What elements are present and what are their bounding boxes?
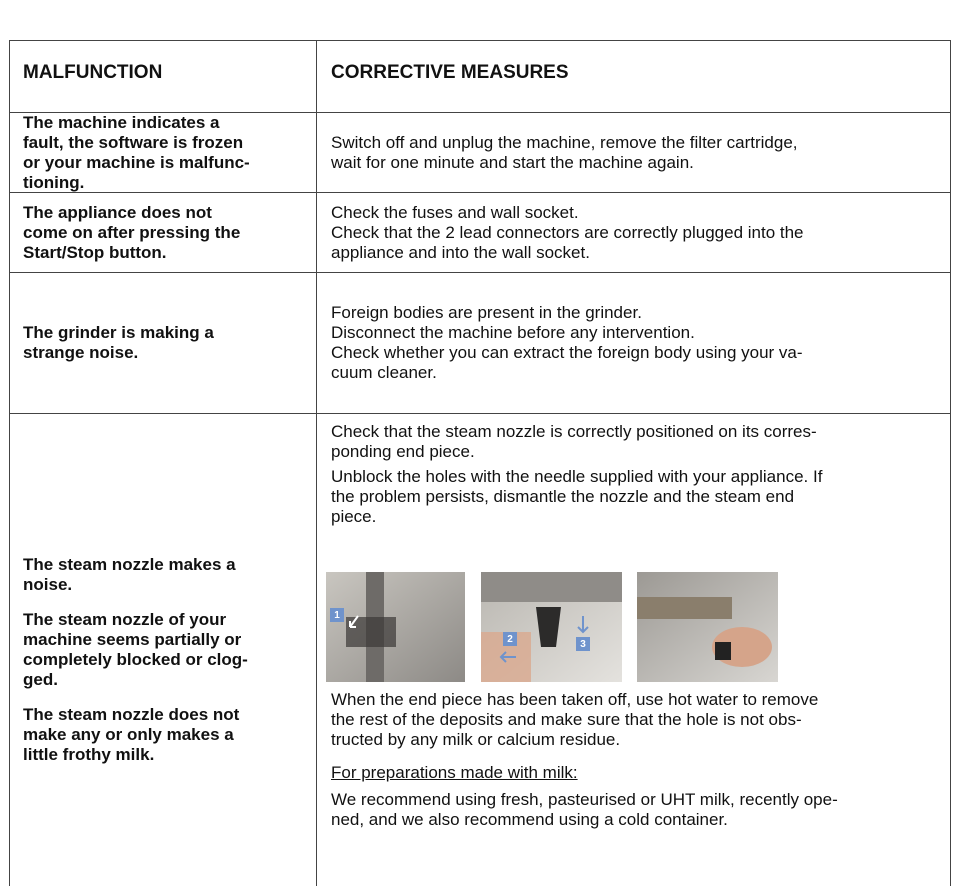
text-line: The machine indicates a: [23, 112, 220, 132]
measures-cell: Switch off and unplug the machine, remov…: [331, 113, 946, 192]
paragraph: Disconnect the machine before any interv…: [331, 323, 946, 343]
text-line: come on after pressing the: [23, 222, 241, 242]
text-line: the rest of the deposits and make sure t…: [331, 710, 802, 729]
measures-cell: Check the fuses and wall socket. Check th…: [331, 193, 946, 272]
text-line: Switch off and unplug the machine, remov…: [331, 132, 798, 152]
text-line: or your machine is malfunc-: [23, 152, 250, 172]
text-line: Check the fuses and wall socket.: [331, 202, 579, 222]
paragraph: The steam nozzle does not make any or onl…: [23, 705, 313, 765]
paragraph: Check that the steam nozzle is correctly…: [331, 422, 946, 462]
milk-note: For preparations made with milk: We reco…: [331, 763, 946, 830]
border: [9, 272, 951, 273]
text-line: Disconnect the machine before any interv…: [331, 323, 695, 342]
paragraph: Switch off and unplug the machine, remov…: [331, 133, 946, 173]
text-line: ponding end piece.: [331, 442, 475, 461]
border: [9, 40, 951, 41]
malfunction-cell: The grinder is making a strange noise.: [23, 273, 313, 413]
border: [316, 40, 317, 886]
malfunction-cell: The appliance does not come on after pres…: [23, 193, 313, 272]
text-line: The appliance does not: [23, 202, 212, 222]
text-line: When the end piece has been taken off, u…: [331, 690, 819, 709]
text-line: cuum cleaner.: [331, 363, 437, 382]
photo: 1: [326, 572, 465, 682]
note-text: We recommend using fresh, pasteurised or…: [331, 790, 946, 830]
border: [950, 40, 951, 886]
paragraph: Unblock the holes with the needle suppli…: [331, 467, 946, 527]
paragraph: Check whether you can extract the foreig…: [331, 343, 946, 383]
paragraph: The machine indicates a fault, the softwa…: [23, 113, 313, 193]
border: [9, 192, 951, 193]
photo: [637, 572, 778, 682]
text-line: ged.: [23, 670, 58, 689]
border: [9, 112, 951, 113]
text-line: the problem persists, dismantle the nozz…: [331, 487, 795, 506]
text-line: make any or only makes a: [23, 725, 234, 744]
paragraph: Check that the 2 lead connectors are cor…: [331, 223, 946, 263]
column-header: CORRECTIVE MEASURES: [331, 62, 569, 83]
text-line: little frothy milk.: [23, 745, 155, 764]
text-line: fault, the software is frozen: [23, 132, 244, 152]
paragraph: The steam nozzle of your machine seems pa…: [23, 610, 313, 690]
note-heading: For preparations made with milk:: [331, 763, 578, 782]
step-badge: 1: [334, 610, 340, 621]
text-line: The steam nozzle of your: [23, 610, 227, 629]
paragraph: When the end piece has been taken off, u…: [331, 690, 946, 750]
text-line: piece.: [331, 507, 377, 526]
paragraph: The grinder is making a strange noise.: [23, 323, 313, 363]
text-line: appliance and into the wall socket.: [331, 242, 590, 262]
text-line: wait for one minute and start the machin…: [331, 152, 694, 172]
text-line: Check whether you can extract the foreig…: [331, 343, 803, 362]
paragraph: The appliance does not come on after pres…: [23, 203, 313, 263]
text-line: strange noise.: [23, 343, 139, 362]
malfunction-cell: The machine indicates a fault, the softwa…: [23, 113, 313, 192]
text-line: machine seems partially or: [23, 630, 242, 649]
text-line: tructed by any milk or calcium residue.: [331, 730, 621, 749]
text-line: Foreign bodies are present in the grinde…: [331, 303, 642, 322]
step-badge: 2: [507, 634, 513, 645]
border: [9, 413, 951, 414]
text-line: Check that the steam nozzle is correctly…: [331, 422, 817, 441]
text-line: completely blocked or clog-: [23, 650, 248, 669]
text-line: Unblock the holes with the needle suppli…: [331, 467, 823, 486]
measures-cell: Check that the steam nozzle is correctly…: [331, 422, 946, 527]
malfunction-cell: The steam nozzle makes a noise. The steam …: [23, 555, 313, 765]
text-line: tioning.: [23, 172, 85, 192]
measures-cell: Foreign bodies are present in the grinde…: [331, 273, 946, 413]
column-header: MALFUNCTION: [23, 62, 163, 83]
photo: 2 3: [481, 572, 622, 682]
text-line: ned, and we also recommend using a cold …: [331, 810, 728, 829]
paragraph: The steam nozzle makes a noise.: [23, 555, 313, 595]
text-line: The steam nozzle makes a: [23, 555, 236, 574]
text-line: Start/Stop button.: [23, 242, 167, 262]
text-line: The grinder is making a: [23, 323, 214, 342]
paragraph: Check the fuses and wall socket.: [331, 203, 946, 223]
text-line: We recommend using fresh, pasteurised or…: [331, 790, 838, 809]
text-line: Check that the 2 lead connectors are cor…: [331, 222, 804, 242]
border: [9, 40, 10, 886]
paragraph: Foreign bodies are present in the grinde…: [331, 303, 946, 323]
text-line: noise.: [23, 575, 73, 594]
measures-cell: When the end piece has been taken off, u…: [331, 690, 946, 750]
step-badge: 3: [580, 639, 586, 650]
text-line: The steam nozzle does not: [23, 705, 240, 724]
